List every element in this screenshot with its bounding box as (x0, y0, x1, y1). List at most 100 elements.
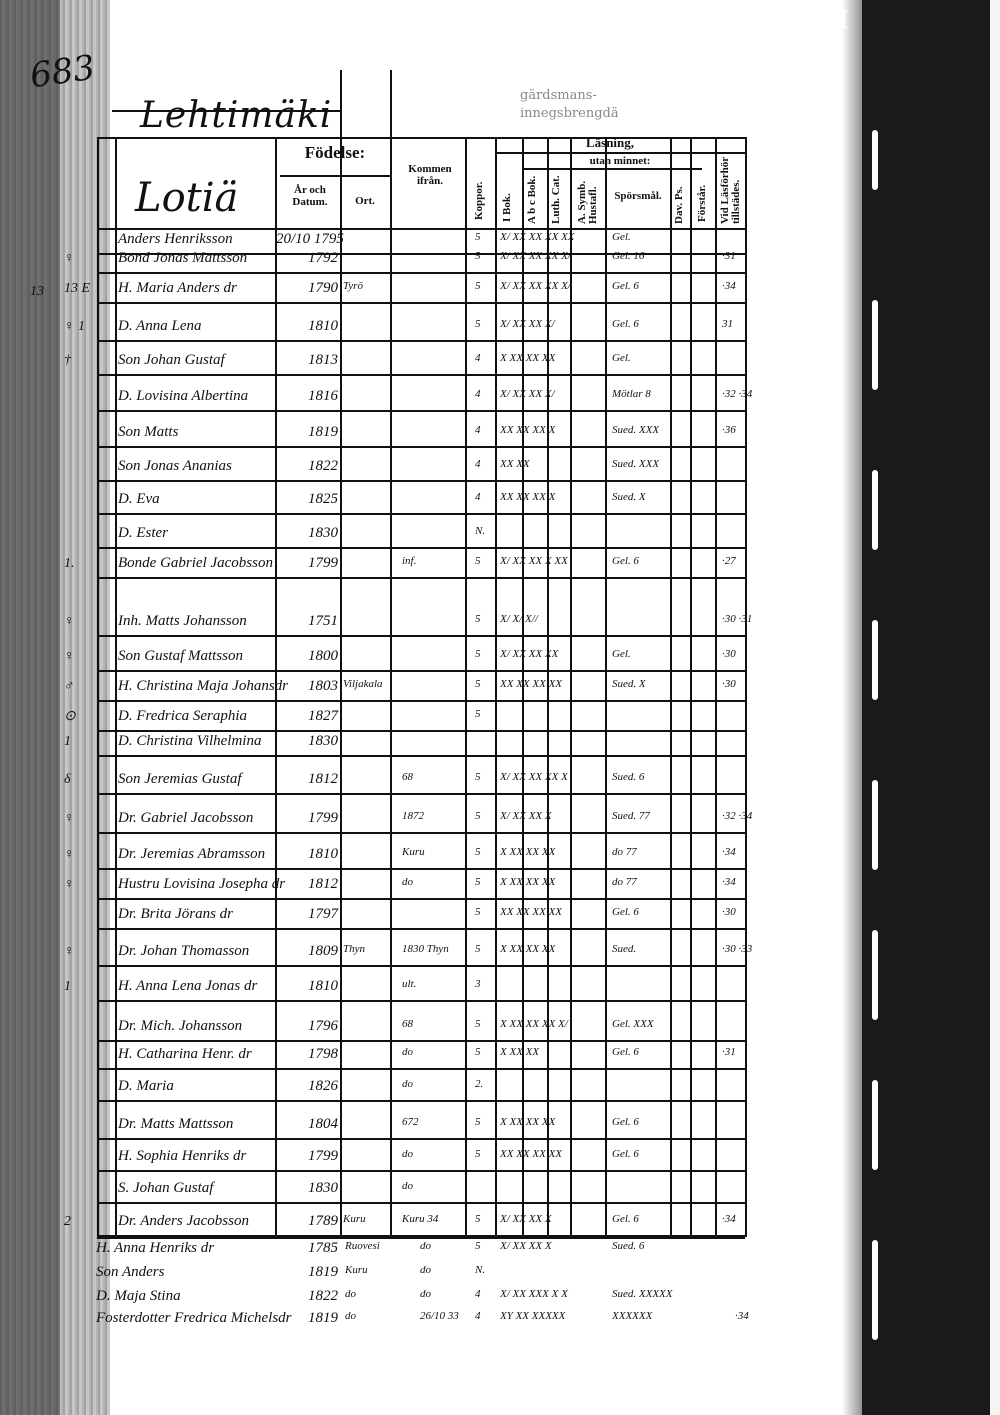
smallpox-mark: 5 (475, 1213, 481, 1225)
moved-from: do (420, 1288, 431, 1300)
smallpox-mark: 5 (475, 771, 481, 783)
person-name: D. Anna Lena (118, 318, 202, 334)
questions-mark: Gel. 6 (612, 1046, 639, 1058)
row-line (97, 272, 745, 274)
header-line (522, 168, 702, 170)
questions-mark: Gel. XXX (612, 1018, 654, 1030)
questions-mark: Sued. 77 (612, 810, 650, 822)
birth-place: Thyn (343, 943, 365, 955)
person-name: Son Matts (118, 424, 179, 440)
faded-print-1: gärdsmans- (520, 88, 597, 103)
village-name: Lehtimäki (140, 95, 333, 136)
column-line (340, 137, 342, 1237)
smallpox-mark: 5 (475, 1046, 481, 1058)
attended-marks: ·34 (722, 846, 736, 858)
questions-mark: Sued. XXXXX (612, 1288, 673, 1300)
column-line (275, 137, 277, 1237)
questions-mark: Mötlar 8 (612, 388, 651, 400)
birth-date: 1790 (308, 280, 338, 296)
reading-marks: XX XX XX X (500, 491, 556, 503)
row-line (97, 868, 745, 870)
row-line (97, 1202, 745, 1204)
birth-date: 1804 (308, 1116, 338, 1132)
header-reading: Läsning, (585, 135, 635, 150)
questions-mark: Sued. X (612, 491, 646, 503)
smallpox-mark: 5 (475, 318, 481, 330)
person-name: S. Johan Gustaf (118, 1180, 214, 1196)
birth-date: 1816 (308, 388, 338, 404)
moved-from: do (402, 876, 413, 888)
header-line (390, 70, 392, 140)
row-line (97, 1235, 745, 1237)
person-name: D. Maria (118, 1078, 174, 1094)
reading-marks: X/ XX XX X (500, 1213, 552, 1225)
row-line (97, 253, 745, 255)
person-name: H. Sophia Henriks dr (118, 1148, 247, 1164)
reading-marks: X XX XX XX (500, 846, 556, 858)
birth-place: Viljakala (343, 678, 383, 690)
column-line (97, 137, 99, 1237)
table-top-line (97, 137, 745, 139)
birth-date: 1830 (308, 1180, 338, 1196)
row-line (97, 928, 745, 930)
reading-marks: X/ XX XXX X X (500, 1288, 568, 1300)
header-birth: Födelse: (304, 143, 366, 162)
smallpox-mark: 5 (475, 906, 481, 918)
reading-marks: XX XX XX XX (500, 678, 563, 690)
smallpox-mark: 5 (475, 1116, 481, 1128)
book-edge (862, 0, 990, 1415)
reading-marks: X/ X/ X// (500, 613, 538, 625)
row-mark: 13 E (64, 281, 91, 296)
header-line (280, 175, 390, 177)
row-mark: ♀ (64, 811, 75, 826)
moved-from: 26/10 33 (420, 1310, 459, 1322)
row-line (97, 302, 745, 304)
column-line (690, 137, 692, 1237)
reading-marks: X/ XX XX X (500, 1240, 552, 1252)
row-line (97, 635, 745, 637)
birth-date: 1800 (308, 648, 338, 664)
birth-place: do (345, 1288, 356, 1300)
moved-from: Kuru (402, 846, 425, 858)
smallpox-mark: 4 (475, 1310, 481, 1322)
questions-mark: Gel. 16 (612, 250, 645, 262)
row-line (97, 577, 745, 579)
birth-date: 1803 (308, 678, 338, 694)
smallpox-mark: 5 (475, 280, 481, 292)
person-name: Inh. Matts Johansson (118, 613, 247, 629)
smallpox-mark: 2. (475, 1078, 484, 1090)
attended-marks: ·27 (722, 555, 736, 567)
moved-from: 672 (402, 1116, 419, 1128)
person-name: D. Ester (118, 525, 168, 541)
row-line (97, 1100, 745, 1102)
reading-marks: X XX XX (500, 1046, 540, 1058)
questions-mark: Gel. 6 (612, 1213, 639, 1225)
reading-marks: X XX XX XX (500, 943, 556, 955)
person-name: Son Johan Gustaf (118, 352, 225, 368)
person-name: Dr. Matts Mattsson (118, 1116, 234, 1132)
reading-marks: XX XX XX XX (500, 906, 563, 918)
row-mark: δ (64, 772, 71, 787)
header-psalms: Dav. Ps. (673, 186, 685, 224)
row-mark: † (64, 353, 71, 368)
row-line (97, 793, 745, 795)
header-line (340, 70, 342, 140)
questions-mark: Sued. 6 (612, 771, 645, 783)
binding-mark (872, 1240, 878, 1340)
reading-marks: X/ XX XX XX (500, 648, 559, 660)
column-line (715, 137, 717, 1237)
attended-marks: ·30 (722, 648, 736, 660)
row-line (97, 670, 745, 672)
questions-mark: Gel. 6 (612, 1148, 639, 1160)
smallpox-mark: 5 (475, 943, 481, 955)
smallpox-mark: 3 (475, 978, 481, 990)
person-name: H. Maria Anders dr (118, 280, 237, 296)
binding-mark (872, 130, 878, 190)
birth-date: 1830 (308, 525, 338, 541)
column-line (745, 137, 747, 1237)
moved-from: 1830 Thyn (402, 943, 449, 955)
header-questions: Spörsmål. (614, 190, 662, 202)
header-line (112, 110, 342, 112)
row-line (97, 547, 745, 549)
person-name: D. Eva (118, 491, 160, 507)
